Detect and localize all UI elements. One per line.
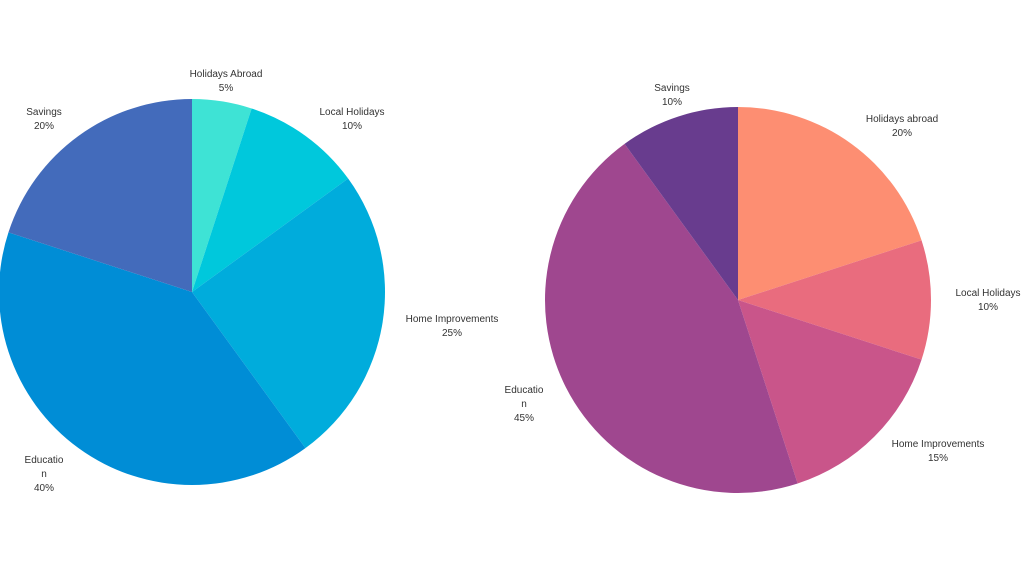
slice-label: Education 40%	[24, 454, 64, 496]
slice-label-name: Savings	[26, 107, 62, 118]
slice-label-value: 45%	[513, 413, 534, 424]
slice-label: Holidays abroad 20%	[866, 113, 938, 141]
slice-label: Savings 10%	[654, 82, 690, 110]
pie-slice-home-improvements	[738, 300, 922, 484]
pie-slice-education	[545, 143, 798, 493]
slice-label-name: Holidays abroad	[865, 114, 939, 125]
slice-label: Education 45%	[504, 384, 544, 426]
slice-label-name: Local Holidays	[955, 288, 1021, 299]
slice-label-name: Savings	[654, 83, 690, 94]
pie-slice-holidays-abroad	[192, 99, 252, 292]
slice-label-value: 10%	[977, 302, 999, 313]
slice-label-name: Home Improvements	[891, 439, 985, 450]
slice-label-name: Home Improvements	[405, 314, 499, 325]
slice-label-value: 5%	[218, 83, 234, 94]
slice-label-name: Holidays Abroad	[189, 69, 263, 80]
slice-label-name: Education	[504, 385, 544, 410]
slice-label-value: 10%	[661, 97, 683, 108]
slice-label: Home Improvements 15%	[892, 438, 985, 466]
slice-label-value: 25%	[441, 328, 462, 339]
pie-slice-home-improvements	[192, 178, 386, 449]
slice-label-value: 40%	[33, 483, 54, 494]
slice-label: Local Holidays 10%	[955, 287, 1020, 315]
pie-slice-education	[0, 232, 306, 485]
slice-label-value: 10%	[341, 121, 363, 132]
slice-label-name: Local Holidays	[319, 107, 385, 118]
slice-label-name: Education	[24, 455, 64, 480]
slice-label: Holidays Abroad 5%	[190, 68, 263, 96]
slice-label: Savings 20%	[26, 106, 62, 134]
slice-label: Local Holidays 10%	[319, 106, 384, 134]
slice-label-value: 20%	[891, 128, 913, 139]
pie-slice-holidays-abroad	[738, 107, 922, 300]
slice-label: Home Improvements 25%	[406, 313, 499, 341]
pie-slice-savings	[8, 98, 193, 292]
pie-slice-local-holidays	[738, 240, 931, 360]
pie-slice-savings	[624, 107, 738, 300]
pie-slice-local-holidays	[192, 108, 349, 292]
slice-label-value: 20%	[33, 121, 55, 132]
slice-label-value: 15%	[927, 453, 948, 464]
